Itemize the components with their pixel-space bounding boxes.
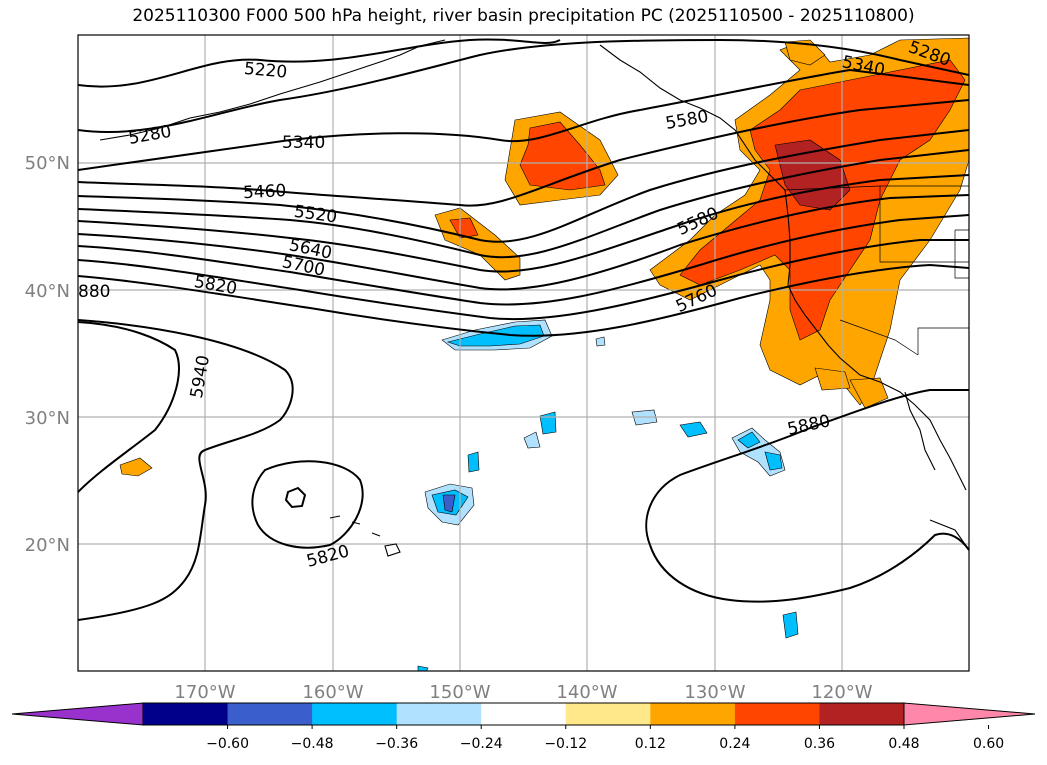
colorbar-swatch [734, 703, 820, 725]
colorbar-tick-label: −0.48 [291, 736, 334, 752]
colorbar-swatch [396, 703, 482, 725]
lat-tick-labels: 50°N 40°N 30°N 20°N [25, 153, 70, 556]
colorbar-tick-label: −0.24 [460, 736, 503, 752]
colorbar-tick-label: 0.12 [635, 736, 666, 752]
colorbar-extend-low [11, 702, 144, 726]
colorbar-swatch [143, 703, 229, 725]
lon-tick-label: 130°W [684, 682, 745, 703]
precip-shading-negative [417, 319, 799, 671]
contour-label: 880 [78, 282, 110, 302]
lat-tick-label: 40°N [25, 281, 70, 302]
colorbar-tick-label: 0.24 [719, 736, 750, 752]
map-title: 2025110300 F000 500 hPa height, river ba… [132, 6, 915, 26]
colorbar-tick-label: 0.36 [804, 736, 835, 752]
lat-tick-label: 20°N [25, 535, 70, 556]
colorbar-swatch [565, 703, 651, 725]
colorbar-frame [142, 702, 905, 726]
gridlines [78, 35, 969, 671]
colorbar-tick-label: −0.36 [375, 736, 418, 752]
lon-tick-label: 120°W [811, 682, 872, 703]
political-borders [784, 185, 969, 356]
hawaii-islands [329, 515, 401, 557]
colorbar: −0.60 −0.48 −0.36 −0.24 −0.12 0.12 0.24 0.36 0.4… [11, 702, 1036, 752]
colorbar-swatch [312, 703, 398, 725]
map-frame [77, 34, 970, 672]
lon-tick-labels: 170°W 160°W 150°W 140°W 130°W 120°W [174, 682, 872, 703]
lon-tick-label: 160°W [302, 682, 363, 703]
colorbar-tick-label: 0.60 [973, 736, 1004, 752]
lon-tick-label: 170°W [174, 682, 235, 703]
contour-label: 5460 [243, 181, 287, 203]
colorbar-tick-label: 0.48 [888, 736, 919, 752]
lon-tick-label: 150°W [429, 682, 490, 703]
lat-tick-label: 30°N [25, 408, 70, 429]
north-america-west-coast [784, 189, 967, 491]
colorbar-swatch [819, 703, 905, 725]
lat-tick-label: 50°N [25, 153, 70, 174]
height-contours [78, 38, 969, 621]
baja-california [904, 391, 936, 471]
colorbar-tick-label: −0.12 [544, 736, 587, 752]
colorbar-tick-label: −0.60 [206, 736, 249, 752]
contour-label: 5340 [282, 133, 325, 153]
colorbar-swatch [481, 703, 567, 725]
colorbar-swatch [650, 703, 736, 725]
contour-label: 5220 [243, 59, 288, 83]
colorbar-swatch [227, 703, 313, 725]
lon-tick-label: 140°W [556, 682, 617, 703]
colorbar-extend-high [903, 702, 1036, 726]
